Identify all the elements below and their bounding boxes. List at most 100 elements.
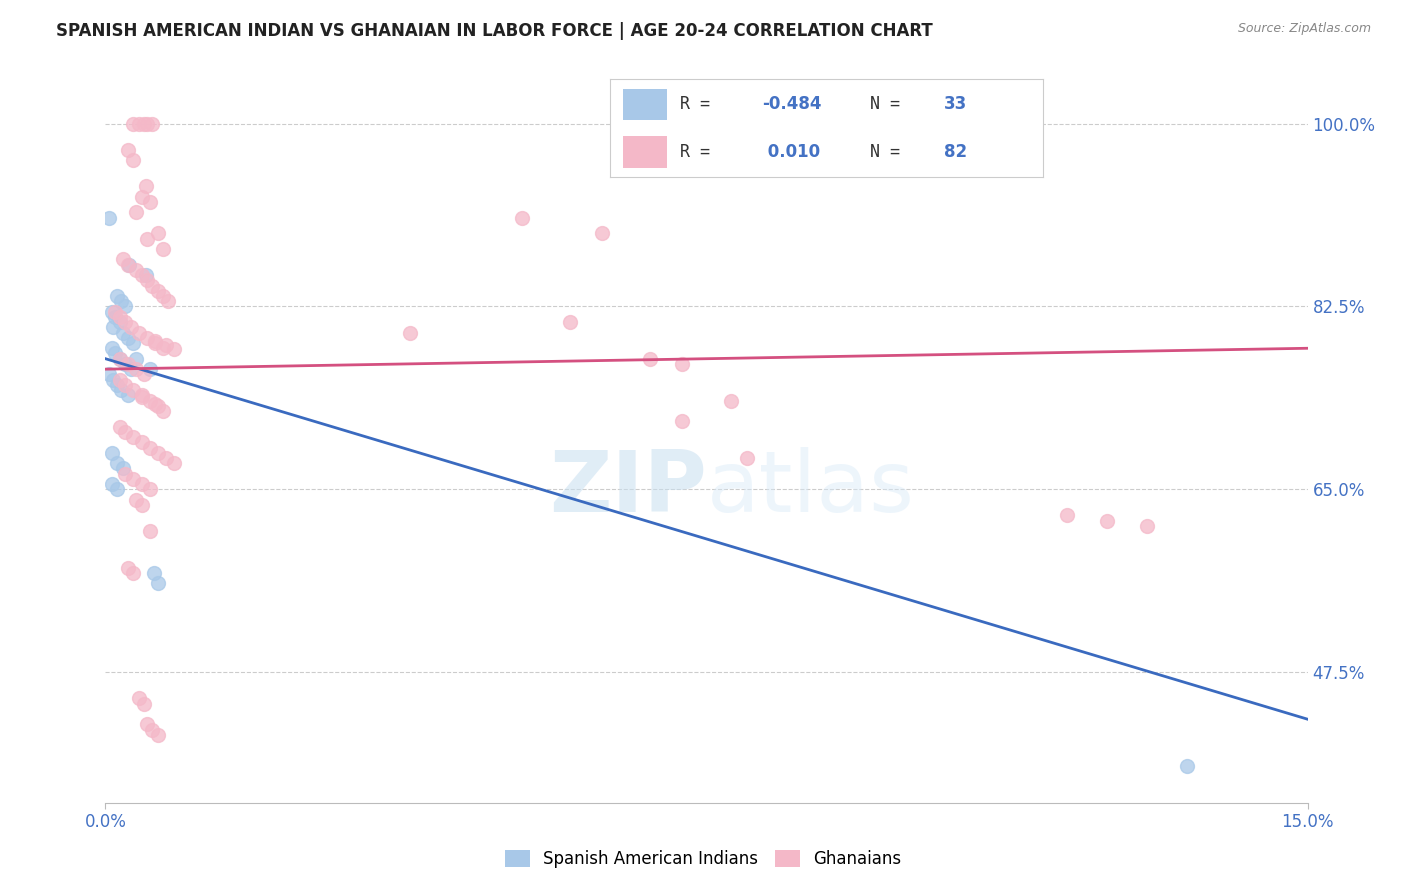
Point	[122, 153, 145, 168]
Point	[152, 242, 174, 256]
Point	[108, 373, 131, 387]
Point	[125, 205, 148, 219]
Point	[101, 304, 124, 318]
Point	[136, 231, 159, 245]
Point	[132, 117, 155, 131]
Point	[112, 326, 135, 340]
Text: ZIP: ZIP	[548, 447, 707, 530]
Point	[162, 343, 184, 357]
Point	[142, 566, 165, 580]
Point	[122, 430, 145, 444]
Point	[104, 346, 127, 360]
Point	[131, 477, 153, 491]
Point	[138, 441, 160, 455]
Point	[1136, 519, 1159, 533]
Point	[114, 357, 136, 371]
Point	[1097, 514, 1119, 528]
Point	[146, 284, 169, 298]
Point	[131, 268, 153, 282]
Point	[107, 456, 129, 470]
Point	[136, 117, 159, 131]
Point	[671, 414, 693, 428]
Point	[146, 399, 169, 413]
Point	[152, 289, 174, 303]
Legend: Spanish American Indians, Ghanaians: Spanish American Indians, Ghanaians	[498, 843, 908, 875]
Text: Source: ZipAtlas.com: Source: ZipAtlas.com	[1237, 22, 1371, 36]
Point	[155, 450, 177, 465]
Point	[112, 252, 135, 267]
Point	[128, 117, 150, 131]
Point	[141, 278, 163, 293]
Point	[108, 351, 131, 366]
Point	[141, 723, 163, 737]
Point	[108, 310, 131, 324]
Point	[114, 377, 136, 392]
Point	[125, 362, 148, 376]
Point	[118, 258, 141, 272]
Point	[110, 383, 132, 397]
Point	[141, 117, 163, 131]
Point	[399, 326, 422, 340]
Point	[108, 351, 131, 366]
Text: SPANISH AMERICAN INDIAN VS GHANAIAN IN LABOR FORCE | AGE 20-24 CORRELATION CHART: SPANISH AMERICAN INDIAN VS GHANAIAN IN L…	[56, 22, 934, 40]
Point	[110, 294, 132, 309]
Point	[138, 524, 160, 538]
Point	[128, 326, 150, 340]
Point	[131, 498, 153, 512]
Point	[135, 268, 157, 282]
Point	[122, 117, 145, 131]
Point	[155, 338, 177, 352]
Point	[117, 331, 139, 345]
Point	[131, 190, 153, 204]
Point	[640, 351, 662, 366]
Point	[114, 425, 136, 439]
Point	[108, 419, 131, 434]
Point	[107, 483, 129, 497]
Point	[152, 341, 174, 355]
Point	[98, 368, 121, 382]
Point	[735, 450, 758, 465]
Point	[101, 477, 124, 491]
Point	[146, 576, 169, 591]
Point	[108, 315, 131, 329]
Point	[1175, 759, 1198, 773]
Point	[136, 717, 159, 731]
Point	[720, 393, 742, 408]
Point	[131, 388, 153, 402]
Point	[114, 467, 136, 481]
Point	[122, 383, 145, 397]
Point	[101, 446, 124, 460]
Point	[122, 566, 145, 580]
Point	[122, 336, 145, 351]
Point	[117, 388, 139, 402]
Point	[146, 446, 169, 460]
Point	[132, 368, 155, 382]
Point	[112, 461, 135, 475]
Point	[138, 483, 160, 497]
Point	[131, 390, 153, 404]
Point	[104, 310, 127, 324]
Point	[146, 227, 169, 241]
Point	[510, 211, 533, 225]
Point	[136, 331, 159, 345]
Point	[591, 227, 613, 241]
Point	[107, 289, 129, 303]
Point	[132, 697, 155, 711]
Point	[125, 263, 148, 277]
Point	[560, 315, 582, 329]
Point	[120, 320, 142, 334]
Point	[143, 336, 166, 351]
Point	[107, 377, 129, 392]
Point	[104, 304, 127, 318]
Point	[128, 691, 150, 706]
Point	[125, 492, 148, 507]
Point	[162, 456, 184, 470]
Point	[152, 404, 174, 418]
Point	[114, 300, 136, 314]
Point	[143, 397, 166, 411]
Text: atlas: atlas	[707, 447, 914, 530]
Point	[103, 373, 125, 387]
Point	[120, 362, 142, 376]
Point	[117, 560, 139, 574]
Point	[138, 194, 160, 209]
